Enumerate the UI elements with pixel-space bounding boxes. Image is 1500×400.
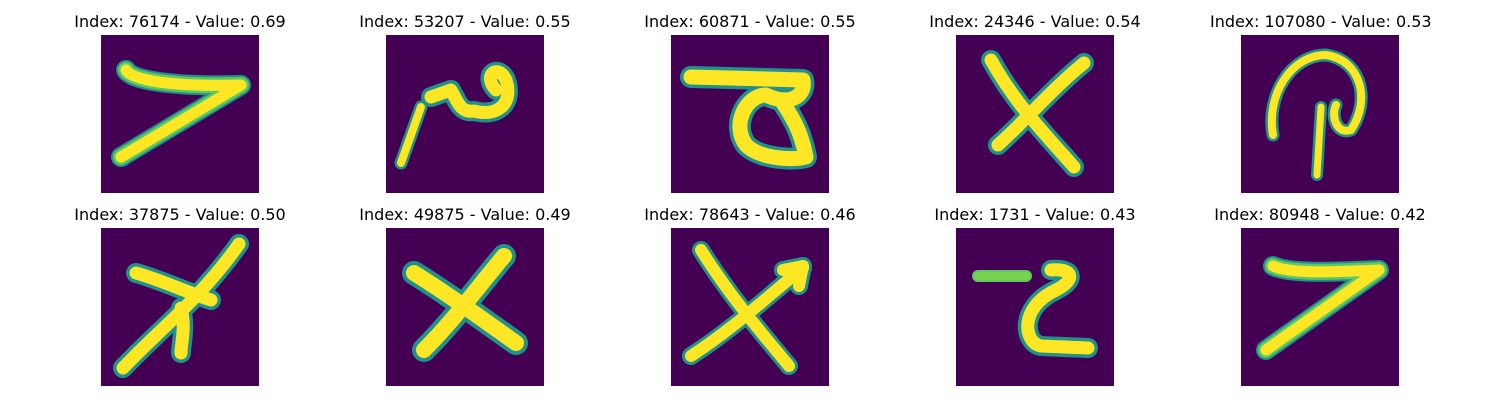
loop-glyph xyxy=(394,61,518,170)
digit-image xyxy=(671,35,829,193)
digit-image xyxy=(956,35,1114,193)
panel-title: Index: 107080 - Value: 0.53 xyxy=(1210,12,1432,31)
panel-title: Index: 49875 - Value: 0.49 xyxy=(359,205,571,224)
digit-image xyxy=(671,228,829,386)
panel-2: Index: 53207 - Value: 0.55 xyxy=(355,12,575,193)
arrow-glyph xyxy=(113,234,249,378)
panel-6: Index: 37875 - Value: 0.50 xyxy=(70,205,290,386)
digit-image xyxy=(101,228,259,386)
x-glyph xyxy=(981,50,1094,177)
digit-image xyxy=(101,35,259,193)
panel-8: Index: 78643 - Value: 0.46 xyxy=(640,205,860,386)
digit-image xyxy=(956,228,1114,386)
digit-image xyxy=(1241,35,1399,193)
digit-image xyxy=(386,228,544,386)
seven-glyph xyxy=(111,60,251,167)
digit-image xyxy=(386,35,544,193)
x-glyph xyxy=(402,244,528,362)
panel-title: Index: 24346 - Value: 0.54 xyxy=(929,12,1141,31)
seven-glyph xyxy=(1256,256,1389,360)
panel-5: Index: 107080 - Value: 0.53 xyxy=(1210,12,1432,193)
panel-title: Index: 53207 - Value: 0.55 xyxy=(359,12,571,31)
panel-7: Index: 49875 - Value: 0.49 xyxy=(355,205,575,386)
p-glyph xyxy=(1265,48,1368,181)
panel-title: Index: 78643 - Value: 0.46 xyxy=(644,205,856,224)
panel-1: Index: 76174 - Value: 0.69 xyxy=(70,12,290,193)
panel-title: Index: 60871 - Value: 0.55 xyxy=(644,12,856,31)
digit-image xyxy=(1241,228,1399,386)
panel-title: Index: 80948 - Value: 0.42 xyxy=(1214,205,1426,224)
panel-title: Index: 37875 - Value: 0.50 xyxy=(74,205,286,224)
panel-10: Index: 80948 - Value: 0.42 xyxy=(1210,205,1430,386)
z-glyph xyxy=(972,259,1098,358)
panel-title: Index: 76174 - Value: 0.69 xyxy=(74,12,286,31)
triangle-glyph xyxy=(680,66,817,170)
panel-4: Index: 24346 - Value: 0.54 xyxy=(925,12,1145,193)
panel-3: Index: 60871 - Value: 0.55 xyxy=(640,12,860,193)
panel-9: Index: 1731 - Value: 0.43 xyxy=(925,205,1145,386)
panel-title: Index: 1731 - Value: 0.43 xyxy=(934,205,1136,224)
x-arrow-glyph xyxy=(682,241,812,375)
